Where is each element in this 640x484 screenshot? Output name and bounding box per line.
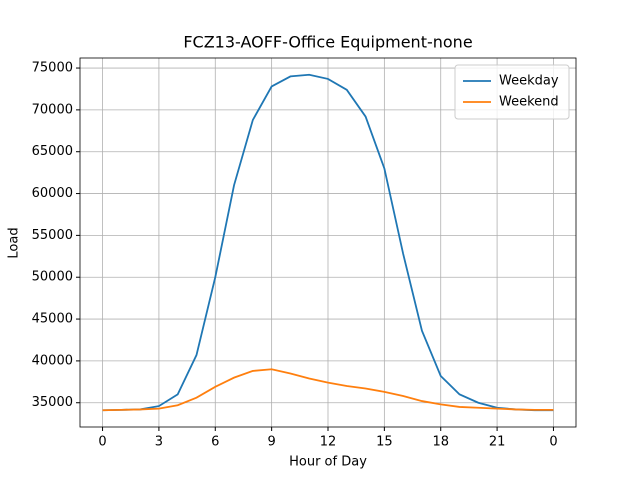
y-tick-label: 75000: [32, 61, 73, 76]
x-tick-label: 3: [155, 435, 163, 450]
x-tick-label: 0: [98, 435, 106, 450]
chart-title: FCZ13-AOFF-Office Equipment-none: [183, 33, 472, 52]
y-tick-label: 70000: [32, 102, 73, 117]
x-tick-label: 18: [432, 435, 449, 450]
y-tick-label: 50000: [32, 270, 73, 285]
y-tick-label: 65000: [32, 144, 73, 159]
y-tick-label: 35000: [32, 395, 73, 410]
line: [102, 73, 554, 412]
x-axis-label: Hour of Day: [289, 455, 367, 470]
y-tick-label: 60000: [32, 186, 73, 201]
legend-label: Weekday: [499, 74, 559, 89]
y-axis-label: Load: [7, 227, 22, 258]
y-tick-label: 55000: [32, 228, 73, 243]
legend-label: Weekend: [499, 95, 559, 110]
x-tick-label: 12: [320, 435, 337, 450]
y-tick-label: 45000: [32, 312, 73, 327]
x-tick-label: 21: [489, 435, 506, 450]
x-tick-label: 0: [549, 435, 557, 450]
y-tick-label: 40000: [32, 353, 73, 368]
legend-box: [454, 64, 570, 120]
x-tick-label: 6: [211, 435, 219, 450]
plot-frame: [79, 57, 577, 428]
x-tick-label: 15: [376, 435, 393, 450]
line: [102, 368, 554, 412]
x-tick-label: 9: [267, 435, 275, 450]
